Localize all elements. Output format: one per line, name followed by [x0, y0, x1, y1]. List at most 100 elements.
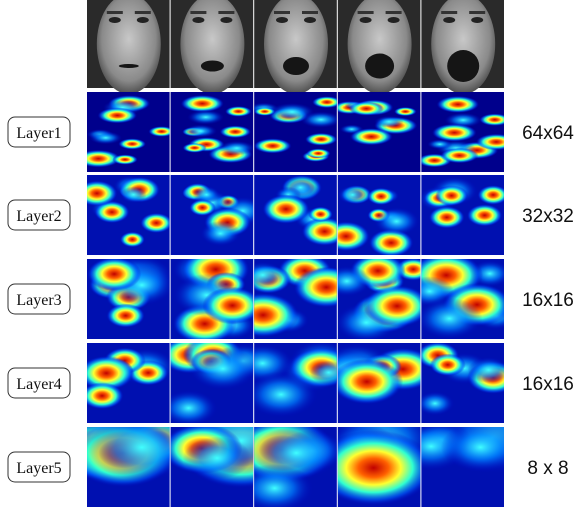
activation	[374, 207, 420, 236]
activation	[374, 116, 404, 128]
resolution-label: 16x16	[522, 290, 574, 311]
mouth	[283, 57, 309, 75]
activation	[427, 139, 452, 149]
activation	[416, 298, 483, 340]
heatmap	[322, 253, 431, 342]
activation	[184, 125, 217, 138]
resolution-label: 8 x 8	[527, 458, 568, 479]
activation	[89, 131, 122, 144]
activation	[308, 207, 333, 222]
mouth	[119, 64, 139, 68]
resolution-label: 64x64	[522, 123, 574, 144]
face-image	[171, 0, 254, 94]
eye	[360, 17, 372, 23]
face-image	[338, 0, 421, 94]
face-image	[421, 0, 504, 94]
layer-label: Layer5	[16, 460, 61, 477]
activation	[262, 194, 309, 224]
brow	[358, 11, 374, 14]
eye	[443, 17, 455, 23]
activation	[106, 304, 145, 328]
heatmap	[322, 175, 420, 257]
page: {"rows": [ {"label": "Layer1", "resoluti…	[0, 0, 588, 507]
resolution-label: 16x16	[522, 374, 574, 395]
activation	[189, 347, 257, 390]
layer-label: Layer4	[16, 376, 61, 393]
activation	[429, 206, 465, 229]
heatmap	[417, 92, 516, 172]
activation	[476, 134, 517, 150]
activation	[479, 114, 510, 126]
eye	[471, 17, 483, 23]
eye	[192, 17, 204, 23]
layer-label: Layer3	[16, 292, 61, 309]
heatmap	[405, 252, 518, 339]
activation	[312, 96, 342, 108]
brow	[190, 11, 206, 14]
eye	[109, 17, 121, 23]
activation	[200, 221, 241, 246]
layer-label: Layer2	[16, 208, 61, 225]
brow	[135, 11, 151, 14]
activation	[363, 285, 430, 327]
figure: Layer164x64Layer232x32Layer316x16Layer41…	[0, 0, 588, 507]
activation	[435, 185, 468, 206]
activation	[202, 287, 262, 325]
brow	[218, 11, 234, 14]
resolution-label: 32x32	[522, 206, 574, 227]
activation	[76, 180, 117, 206]
mouth	[201, 61, 224, 72]
activation	[468, 357, 510, 383]
activation	[440, 148, 478, 163]
heatmap	[171, 175, 266, 255]
heatmap	[254, 175, 347, 255]
activation	[306, 148, 330, 158]
activation	[477, 185, 508, 205]
activation	[350, 128, 393, 145]
heatmap	[76, 92, 175, 172]
activation	[337, 185, 367, 204]
activation	[98, 108, 138, 124]
heatmap	[171, 92, 255, 172]
activation	[183, 437, 252, 480]
heatmap	[416, 342, 520, 423]
mouth	[365, 54, 394, 79]
activation	[432, 124, 477, 142]
activation	[225, 106, 252, 117]
activation	[219, 141, 255, 156]
heatmap-blobs	[405, 252, 518, 339]
face-image	[87, 0, 170, 94]
eye	[388, 17, 400, 23]
activation	[254, 107, 276, 116]
activation	[120, 186, 147, 203]
activation	[467, 204, 503, 226]
brow	[274, 11, 290, 14]
activation	[140, 213, 173, 233]
activation	[301, 111, 342, 127]
activation	[120, 232, 145, 248]
brow	[386, 11, 402, 14]
heatmap	[249, 92, 342, 172]
activation	[367, 188, 395, 205]
activation	[189, 199, 215, 216]
activation	[416, 391, 455, 415]
heatmap	[76, 175, 172, 255]
activation	[181, 95, 224, 112]
activation	[437, 96, 480, 113]
eye	[137, 17, 149, 23]
activation	[430, 354, 466, 376]
activation	[183, 143, 207, 153]
activation	[244, 372, 317, 418]
activation	[87, 257, 141, 291]
activation	[187, 110, 224, 125]
heatmap	[419, 175, 509, 255]
activation	[330, 359, 403, 404]
brow	[441, 11, 457, 14]
activation	[349, 102, 384, 116]
heatmap	[87, 255, 175, 339]
heatmap	[78, 343, 175, 423]
activation	[254, 138, 292, 153]
eye	[220, 17, 232, 23]
heatmap	[333, 92, 420, 172]
activation	[81, 382, 124, 409]
